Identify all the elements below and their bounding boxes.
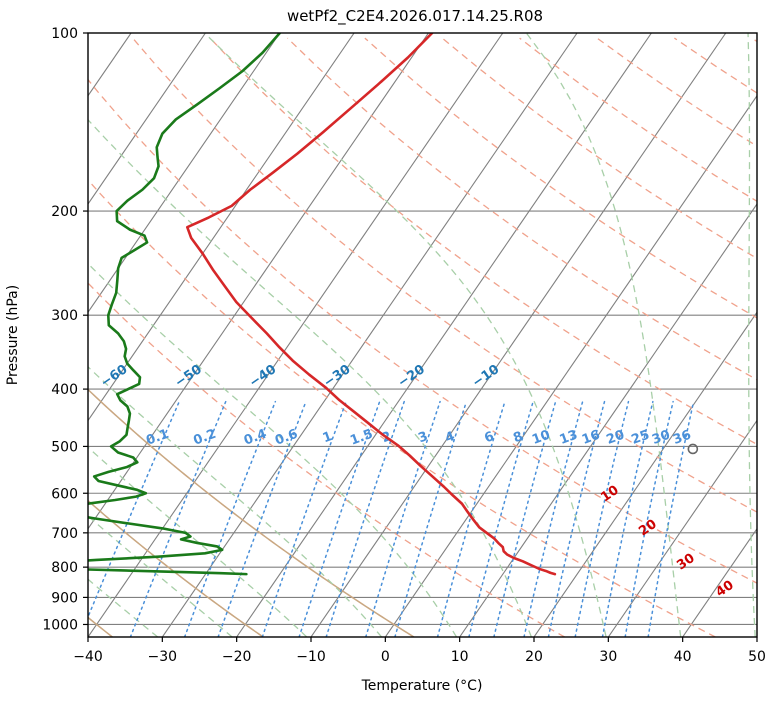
isotherm-line — [682, 527, 757, 637]
x-axis-label: Temperature (°C) — [361, 678, 483, 694]
mixing-ratio-label: 1.5 — [348, 427, 375, 449]
y-tick-label: 1000 — [42, 617, 78, 633]
lcl-marker-group — [687, 443, 699, 455]
dry-adiabat-solid — [88, 499, 264, 637]
moist-adiabat-line — [88, 262, 458, 637]
mixing-ratio-line — [647, 400, 695, 637]
y-tick-label: 100 — [51, 26, 78, 42]
dry-adiabat-line — [132, 37, 757, 513]
moist-adiabat-line — [204, 33, 607, 637]
mixing-ratio-line — [88, 400, 180, 619]
plot-frame — [87, 32, 758, 638]
mixing-ratio-line — [217, 400, 307, 637]
page-title: wetPf2_C2E4.2026.017.14.25.R08 — [287, 7, 543, 26]
x-tick-label: −30 — [148, 649, 178, 665]
x-tick-label: 30 — [599, 649, 617, 665]
isotherm-line — [88, 33, 355, 422]
isotherm-line — [88, 33, 429, 530]
mixing-ratio-label: 0.6 — [273, 427, 300, 449]
y-axis-label: Pressure (hPa) — [5, 285, 21, 385]
isotherm-line — [236, 33, 652, 637]
moist-adiabat-line — [88, 446, 308, 637]
mixing-ratio-line — [394, 400, 468, 637]
mixing-ratio-line — [574, 400, 630, 637]
y-tick-label: 200 — [51, 204, 78, 220]
isotherm-line — [161, 33, 578, 637]
y-tick-label: 700 — [51, 526, 78, 542]
mixing-ratio-line — [129, 400, 227, 637]
dry-adiabat-line — [209, 37, 757, 446]
isotherm-line — [384, 94, 757, 637]
x-tick-group: −40 −30 −20 −10 0 10 20 30 40 50 — [73, 637, 766, 665]
mixing-ratio-label: 0.1 — [144, 427, 171, 449]
isotherm-line — [459, 203, 757, 637]
mixing-ratio-label: 13 — [558, 428, 580, 448]
y-tick-label: 800 — [51, 560, 78, 576]
dewpoint-profile-line — [88, 33, 282, 576]
background-gridlines — [88, 33, 757, 637]
dry-adiabat-line — [88, 179, 716, 637]
x-tick-label: 10 — [451, 649, 469, 665]
temperature-profile-line — [185, 33, 557, 576]
mixing-ratio-line — [624, 400, 674, 637]
lcl-marker — [687, 443, 699, 455]
mixing-ratio-line — [298, 400, 381, 637]
y-tick-group: 100 200 300 400 500 600 700 800 900 1000 — [42, 26, 88, 633]
mixing-ratio-label: 16 — [580, 428, 602, 448]
moist-adiabat-line — [88, 578, 159, 637]
x-tick-label: 40 — [674, 649, 692, 665]
isotherm-line — [88, 33, 281, 314]
isotherm-line — [310, 33, 727, 637]
moist-adiabat-line — [88, 515, 233, 637]
mixing-ratio-label: 10 — [530, 428, 552, 448]
y-tick-label: 300 — [51, 308, 78, 324]
moist-adiabat-line — [88, 118, 532, 637]
y-tick-label: 500 — [51, 439, 78, 455]
y-tick-label: 900 — [51, 590, 78, 606]
mixing-ratio-line — [365, 400, 441, 637]
mixing-ratio-line — [325, 400, 405, 637]
isotherm-line — [533, 311, 757, 637]
mixing-ratio-label: 30 — [650, 428, 672, 448]
y-tick-label: 400 — [51, 382, 78, 398]
x-tick-label: 20 — [525, 649, 543, 665]
moist-adiabat-line — [747, 33, 756, 637]
mixing-ratio-label: 0.4 — [242, 427, 269, 449]
x-tick-label: 50 — [748, 649, 766, 665]
x-tick-label: −10 — [296, 649, 326, 665]
sounding-series-group — [88, 33, 557, 576]
dry-adiabat-line — [88, 78, 757, 584]
isotherm-line — [88, 33, 206, 205]
axes-group — [87, 32, 758, 638]
dry-adiabat-line — [364, 37, 757, 319]
y-tick-label: 600 — [51, 486, 78, 502]
x-tick-label: 0 — [381, 649, 390, 665]
mixing-ratio-label: 36 — [671, 428, 693, 448]
mixing-ratio-line — [183, 400, 277, 637]
mixing-ratio-line — [261, 400, 347, 637]
x-tick-label: −40 — [73, 649, 103, 665]
isotherm-line — [607, 419, 757, 637]
moist-adiabat-line — [525, 33, 682, 637]
mixing-ratio-label: 25 — [629, 428, 651, 448]
dry-adiabat-solid — [88, 388, 415, 637]
x-tick-label: −20 — [222, 649, 252, 665]
mixing-ratio-line — [601, 400, 654, 637]
mixing-ratio-label: 20 — [605, 428, 627, 448]
mixing-ratio-label: 0.2 — [192, 427, 219, 449]
isotherm-line — [88, 33, 504, 637]
